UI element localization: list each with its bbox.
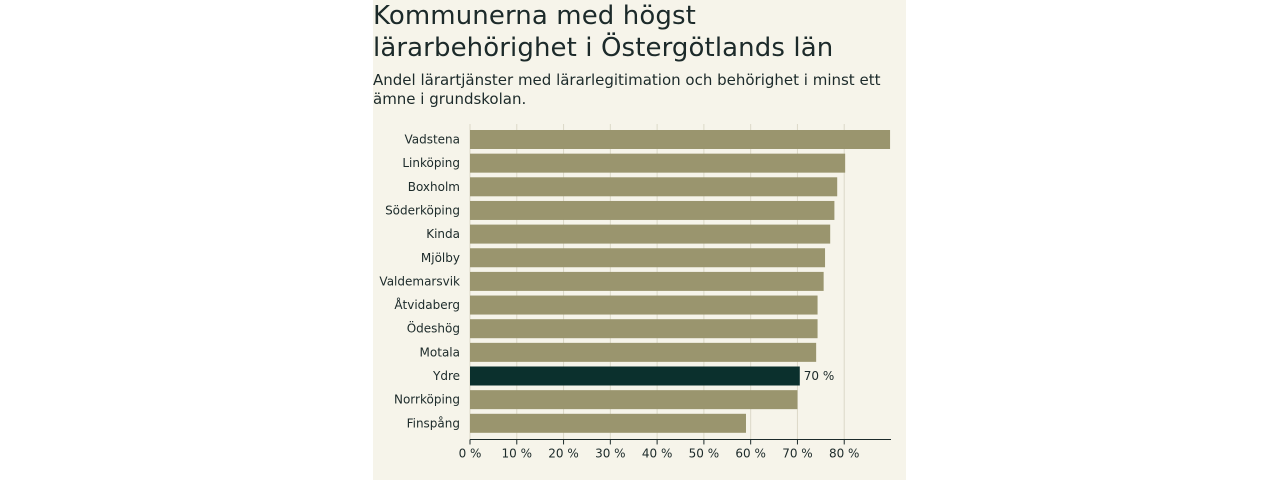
x-tick-label: 80 %	[829, 446, 860, 460]
bar-linköping	[470, 153, 846, 173]
bar-norrköping	[470, 390, 798, 410]
chart-title: Kommunerna med högst lärarbehörighet i Ö…	[373, 1, 834, 63]
x-tick-label: 10 %	[502, 446, 533, 460]
x-tick-label: 40 %	[642, 446, 673, 460]
category-label: Ödeshög	[407, 320, 460, 336]
bar-kinda	[470, 224, 831, 244]
category-label: Åtvidaberg	[394, 297, 460, 312]
chart-panel: Kommunerna med högst lärarbehörighet i Ö…	[373, 0, 906, 480]
x-tick-label: 30 %	[595, 446, 626, 460]
category-label: Kinda	[426, 227, 460, 241]
bar-chart: Vadstena Linköping Boxholm Söderköping Kinda…	[379, 124, 891, 460]
bar-motala	[470, 342, 817, 362]
category-label: Finspång	[407, 416, 460, 430]
x-tick-label: 60 %	[735, 446, 766, 460]
category-label: Boxholm	[408, 180, 460, 194]
category-label: Söderköping	[385, 203, 460, 217]
category-label: Norrköping	[394, 393, 460, 407]
bar-finspång	[470, 413, 746, 433]
category-label: Ydre	[432, 369, 460, 383]
category-label: Valdemarsvik	[379, 274, 460, 288]
category-label: Vadstena	[404, 133, 460, 147]
x-tick-label: 0 %	[459, 446, 482, 460]
data-label: 70 %	[804, 369, 835, 383]
bar-ödeshög	[470, 319, 818, 339]
bar-vadstena	[470, 130, 891, 149]
category-label: Linköping	[402, 156, 460, 170]
chart-subtitle: Andel lärartjänster med lärarlegitimatio…	[373, 71, 881, 108]
bar-boxholm	[470, 177, 838, 197]
bar-åtvidaberg	[470, 295, 818, 315]
category-label: Mjölby	[421, 251, 460, 265]
x-tick-label: 50 %	[689, 446, 720, 460]
bar-ydre	[470, 366, 800, 386]
bar-söderköping	[470, 200, 835, 220]
bar-mjölby	[470, 248, 826, 268]
bar-valdemarsvik	[470, 271, 824, 291]
x-tick-label: 20 %	[548, 446, 579, 460]
x-tick-label: 70 %	[782, 446, 813, 460]
category-label: Motala	[420, 345, 460, 359]
